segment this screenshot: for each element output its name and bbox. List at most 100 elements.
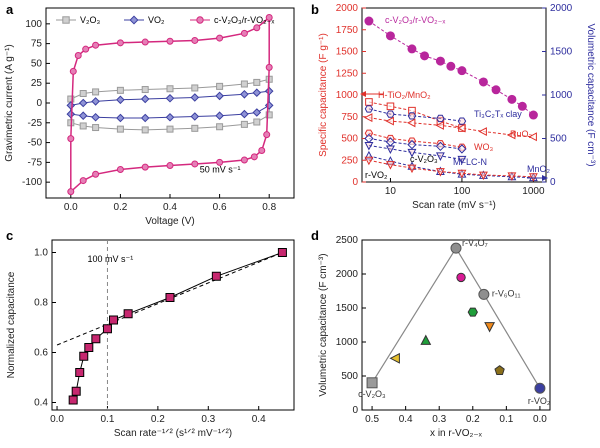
- panel-a-series-2-point: [166, 162, 174, 170]
- panel-b-label-mno2: MnO₂: [527, 164, 551, 174]
- panel-c-data-point: [165, 293, 175, 302]
- panel-b-series-3-point: [385, 116, 394, 126]
- panel-c-x-tick-label: 0.1: [101, 414, 115, 425]
- panel-c-data-point: [123, 309, 133, 319]
- panel-a-y-tick-label: -25: [28, 118, 43, 129]
- panel-a-series-1-point: [91, 112, 100, 122]
- panel-b-right-tick-label: 500: [550, 134, 567, 145]
- panel-a-y-tick-label: 75: [31, 39, 43, 50]
- panel-d-point-4: [456, 272, 466, 283]
- panel-a-series-2-point: [265, 14, 273, 21]
- panel-a-series-0-point: [92, 88, 100, 96]
- panel-b-series-1-point: [386, 102, 395, 111]
- panel-b-series-8-point: [507, 172, 517, 181]
- panel-a-series-2-point: [191, 36, 199, 44]
- panel-b-series-0-point: [385, 31, 395, 41]
- panel-d-y-tick-label: 500: [341, 371, 358, 382]
- panel-b-series-0-point: [420, 51, 430, 61]
- panel-a-legend-marker-0: [62, 16, 70, 24]
- panel-a-series-0-point: [253, 118, 261, 126]
- panel-a-y-tick-label: 100: [25, 19, 42, 30]
- panel-b-series-6-point: [457, 155, 467, 165]
- panel-b-series-5-point: [457, 144, 467, 154]
- panel-d-point-0: [366, 377, 378, 389]
- panel-d-trend-line: [371, 247, 541, 389]
- panel-b-arrowhead-left: [360, 91, 366, 97]
- panel-c-data-point: [79, 351, 89, 361]
- panel-d-label: d: [311, 228, 319, 243]
- panel-b-series-8-point: [385, 161, 395, 170]
- panel-a-label: a: [6, 2, 14, 17]
- panel-b-series-0-point: [491, 85, 501, 95]
- panel-b-left-tick-label: 750: [341, 112, 358, 123]
- panel-b-series-1-line: [368, 101, 463, 129]
- panel-a-series-1-point: [264, 101, 274, 110]
- panel-b-left-tick-label: 1000: [336, 90, 359, 101]
- panel-b-series-8-point: [364, 156, 374, 166]
- panel-a-series-2-point: [92, 41, 100, 49]
- panel-b-label-cv2o3: c-V₂O₃: [410, 154, 438, 164]
- panel-a-y-axis-label: Gravimetric current (A g⁻¹): [4, 44, 15, 162]
- panel-a-series-2-point: [191, 160, 199, 168]
- panel-a-y-tick-label: -50: [28, 138, 43, 149]
- panel-d-y-tick-label: 1000: [336, 337, 359, 348]
- panel-a-y-tick-label: 0: [36, 98, 42, 109]
- panel-c-chart: 0.0 0.1 0.2 0.3 0.4 0.4 0.6 0.8 1.0 Scan rate⁻¹ᐟ²…: [6, 239, 295, 439]
- panel-a-series-1-point: [215, 111, 224, 121]
- panel-b-left-axis-label: Specific capacitance (F g⁻¹): [318, 33, 329, 157]
- panel-b-right-tick-label: 0: [550, 177, 556, 188]
- panel-b-left-tick-label: 1500: [336, 47, 359, 58]
- panel-b-series-6-point: [407, 148, 417, 158]
- panel-b-label-htio2: H-TiO₂/MnO₂: [378, 90, 431, 100]
- panel-a-series-2-point: [258, 147, 266, 154]
- panel-b-label-mflc: MFLC-N: [453, 157, 487, 167]
- panel-a-series-2-point: [82, 45, 90, 53]
- panel-b-series-0-point: [407, 44, 417, 54]
- panel-b-label-rvo2: r-VO₂: [365, 170, 388, 180]
- panel-d-y-tick-label: 2500: [336, 235, 359, 246]
- panel-a-series-1-point: [78, 111, 88, 121]
- panel-a-series-1-point: [165, 93, 175, 103]
- panel-a-series-0-point: [240, 80, 248, 88]
- panel-d-y-tick-label: 1500: [336, 303, 359, 314]
- panel-c-y-tick-label: 0.8: [34, 298, 48, 309]
- panel-a-series-0-point: [79, 90, 87, 97]
- panel-a-x-tick-label: 0.2: [113, 202, 127, 213]
- panel-a-series-1-point: [240, 89, 249, 99]
- panel-a-series-0-point: [216, 82, 224, 90]
- panel-a-series-0-point: [253, 78, 261, 86]
- panel-a-x-tick-label: 0.8: [262, 202, 276, 213]
- panel-a-series-0-point: [141, 126, 149, 134]
- panel-b-series-0-point: [446, 61, 456, 71]
- panel-b-x-axis-label: Scan rate (mV s⁻¹): [412, 200, 496, 211]
- panel-c-label: c: [6, 228, 13, 243]
- panel-a-legend-label-2: c-V₂O₃/r-VO₂₋ₓ: [214, 15, 274, 25]
- panel-a-series-2-point: [67, 188, 75, 196]
- panel-a-series-0-point: [141, 86, 149, 94]
- panel-a-y-tick-label: 25: [31, 78, 43, 89]
- panel-a-series-2-point: [67, 135, 75, 143]
- panel-b-left-tick-label: 0: [352, 177, 358, 188]
- panel-b-series-6-point: [435, 152, 445, 161]
- panel-c-x-tick-label: 0.4: [252, 414, 266, 425]
- panel-a-series-2-point: [253, 24, 261, 32]
- panel-a-legend-marker-2: [196, 16, 204, 24]
- panel-a-series-0-point: [191, 124, 199, 132]
- panel-b-chart: 10 100 1000 0 250 500 750 1000 1250 1500 1750 2000 0…: [318, 3, 596, 211]
- panel-d-point-1: [389, 352, 400, 364]
- panel-a-chart: 0.0 0.2 0.4 0.6 0.8 -100 -75 -50 -25 0 25 50 75 100 Vo…: [4, 7, 295, 227]
- panel-d-point-label-3: r-V₄O₇: [462, 238, 488, 248]
- panel-b-series-3-point: [435, 120, 444, 130]
- panel-d-x-axis-label: x in r-VO₂₋ₓ: [430, 428, 483, 439]
- panel-a-series-1-point: [116, 95, 125, 105]
- panel-a-series-1-point: [252, 88, 262, 98]
- panel-d-x-tick-label: 0.0: [533, 414, 547, 425]
- panel-b-left-tick-label: 1750: [336, 25, 359, 36]
- panel-a-legend-label-1: VO₂: [148, 15, 165, 25]
- panel-c-data-point: [277, 248, 287, 257]
- panel-a-series-0-point: [191, 84, 199, 92]
- panel-a-series-2-point: [116, 39, 124, 47]
- panel-a-series-1-point: [66, 101, 76, 110]
- panel-b-series-8-point: [457, 169, 467, 179]
- panel-a-series-0-point: [92, 124, 100, 132]
